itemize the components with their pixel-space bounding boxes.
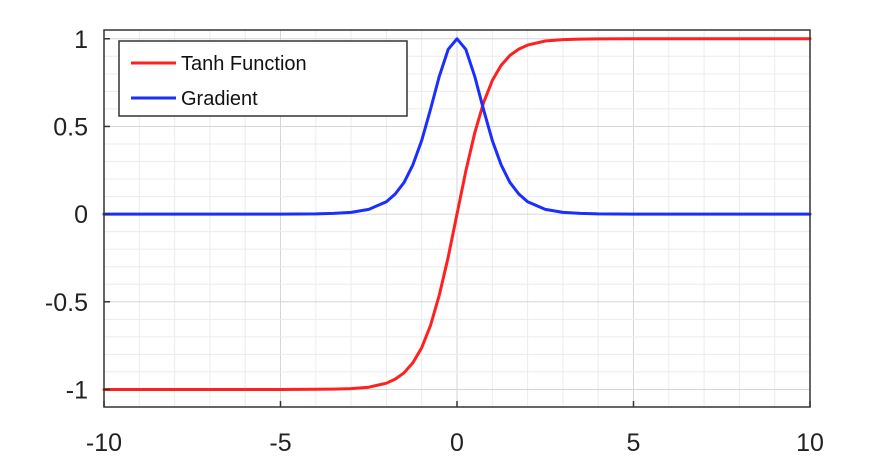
legend-label: Gradient xyxy=(181,88,258,110)
legend: Tanh Function Gradient xyxy=(118,40,408,117)
x-tick-label: -10 xyxy=(86,429,122,457)
legend-label: Tanh Function xyxy=(181,53,307,75)
series-line-gradient xyxy=(102,37,812,216)
y-tick-label: 1 xyxy=(74,26,88,54)
x-tick-label: 5 xyxy=(627,429,641,457)
y-tick-label: -0.5 xyxy=(45,289,88,317)
series-line-tanh xyxy=(102,37,812,391)
y-tick-label: -1 xyxy=(66,376,88,404)
y-tick-label: 0.5 xyxy=(53,113,88,141)
x-tick-label: 10 xyxy=(796,429,824,457)
y-tick-label: 0 xyxy=(74,201,88,229)
legend-box xyxy=(118,40,408,117)
axis-ticks: -10 -5 0 5 10 -1 -0.5 0 0.5 1 xyxy=(45,26,824,457)
x-tick-label: 0 xyxy=(450,429,464,457)
series-lines xyxy=(102,37,812,391)
x-tick-label: -5 xyxy=(269,429,291,457)
